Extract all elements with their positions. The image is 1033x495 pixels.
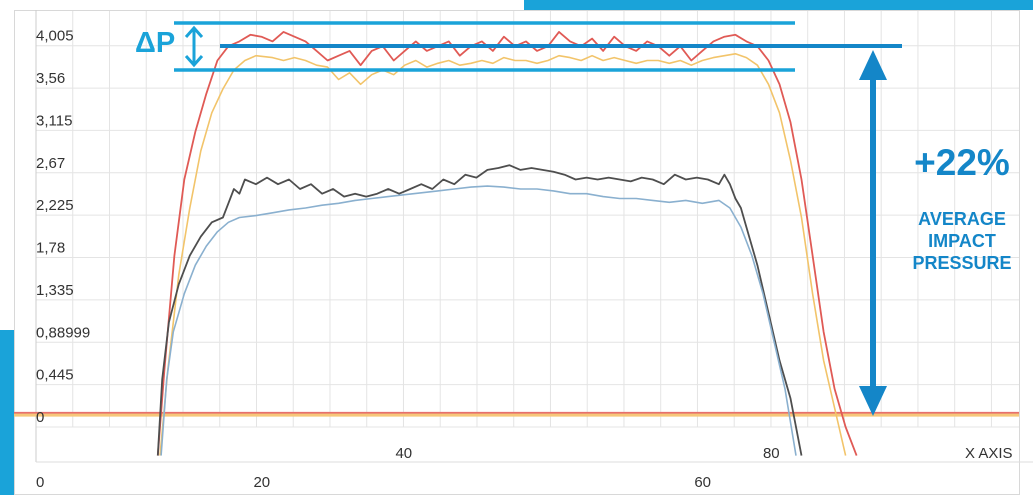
pressure-arrow-head-bottom (859, 386, 887, 416)
series-line-4 (160, 185, 797, 456)
reference-lines (14, 411, 1019, 417)
y-tick-label: 1,335 (36, 282, 74, 299)
y-tick-label: 4,005 (36, 28, 74, 45)
x-bottom-tick-label: 60 (694, 474, 711, 491)
x-top-tick-label: 80 (763, 445, 780, 462)
series-group (156, 30, 858, 456)
accent-block-left (0, 330, 14, 495)
x-bottom-tick-label: 0 (36, 474, 44, 491)
sub-label-line-1: AVERAGE (918, 209, 1006, 229)
series-line-3 (156, 164, 803, 456)
y-tick-label: 1,78 (36, 240, 65, 257)
y-tick-label: 2,67 (36, 155, 65, 172)
line-chart: 4,005 3,56 3,115 2,67 2,225 1,78 1,335 0,88999 0… (14, 10, 1033, 495)
x-top-tick-label: 40 (395, 445, 412, 462)
y-tick-label: 0,88999 (36, 324, 90, 341)
pressure-arrow-head-top (859, 50, 887, 80)
tick-labels: 4,005 3,56 3,115 2,67 2,225 1,78 1,335 0,88999 0… (36, 28, 1013, 491)
axes (14, 10, 1033, 495)
headline-percent: +22% (914, 142, 1010, 183)
y-tick-label: 0 (36, 409, 44, 426)
x-bottom-tick-label: 20 (253, 474, 270, 491)
accent-block-top-right (524, 0, 1033, 10)
y-tick-label: 3,115 (36, 112, 72, 129)
plot-frame (14, 10, 1020, 495)
series-line-1 (156, 30, 858, 456)
delta-small-arrow-head-top (184, 25, 204, 38)
y-tick-label: 3,56 (36, 70, 65, 87)
annotation-graphics (174, 21, 902, 416)
average-impact-pressure-label: AVERAGE IMPACT PRESSURE (887, 208, 1033, 274)
delta-p-label: ΔP (135, 27, 176, 59)
y-tick-label: 0,445 (36, 367, 74, 384)
sub-label-line-2: IMPACT (928, 231, 996, 251)
sub-label-line-3: PRESSURE (912, 253, 1012, 273)
series-line-2 (159, 52, 847, 456)
x-axis-title: X AXIS (965, 445, 1013, 462)
chart-panel: 4,005 3,56 3,115 2,67 2,225 1,78 1,335 0,88999 0… (14, 0, 1033, 495)
y-tick-label: 2,225 (36, 197, 74, 214)
delta-small-arrow-head-bottom (184, 55, 204, 68)
